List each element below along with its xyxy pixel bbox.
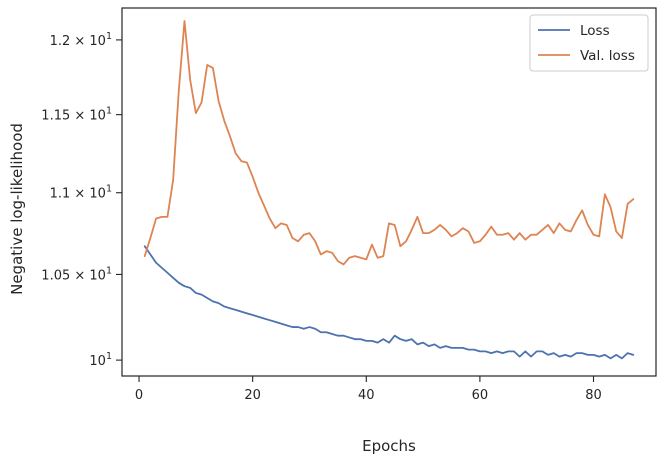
y-tick-label: 1.05 × 101 [41,265,112,283]
x-tick-label: 80 [585,388,602,403]
x-tick-label: 60 [472,388,489,403]
y-tick-label: 101 [89,351,112,369]
y-tick-label: 1.15 × 101 [41,106,112,124]
y-tick-label: 1.1 × 101 [50,184,112,202]
axes: 0 20 40 60 80 101 1.05 × 101 1.1 × 101 1.15 × 10… [41,31,601,403]
plot-area [143,20,635,360]
x-axis-label: Epochs [362,437,416,455]
legend-label-val-loss: Val. loss [580,48,635,64]
axes-frame [121,7,657,377]
legend-label-loss: Loss [580,23,610,39]
series-line-val-loss [143,20,635,266]
x-tick-label: 40 [358,388,375,403]
y-tick-label: 1.2 × 101 [50,31,112,49]
x-tick-label: 0 [135,388,143,403]
legend: Loss Val. loss [529,14,649,72]
x-tick-label: 20 [244,388,261,403]
series-line-loss [143,245,635,360]
legend-box [529,14,649,72]
y-axis-label: Negative log-likelihood [8,123,26,295]
